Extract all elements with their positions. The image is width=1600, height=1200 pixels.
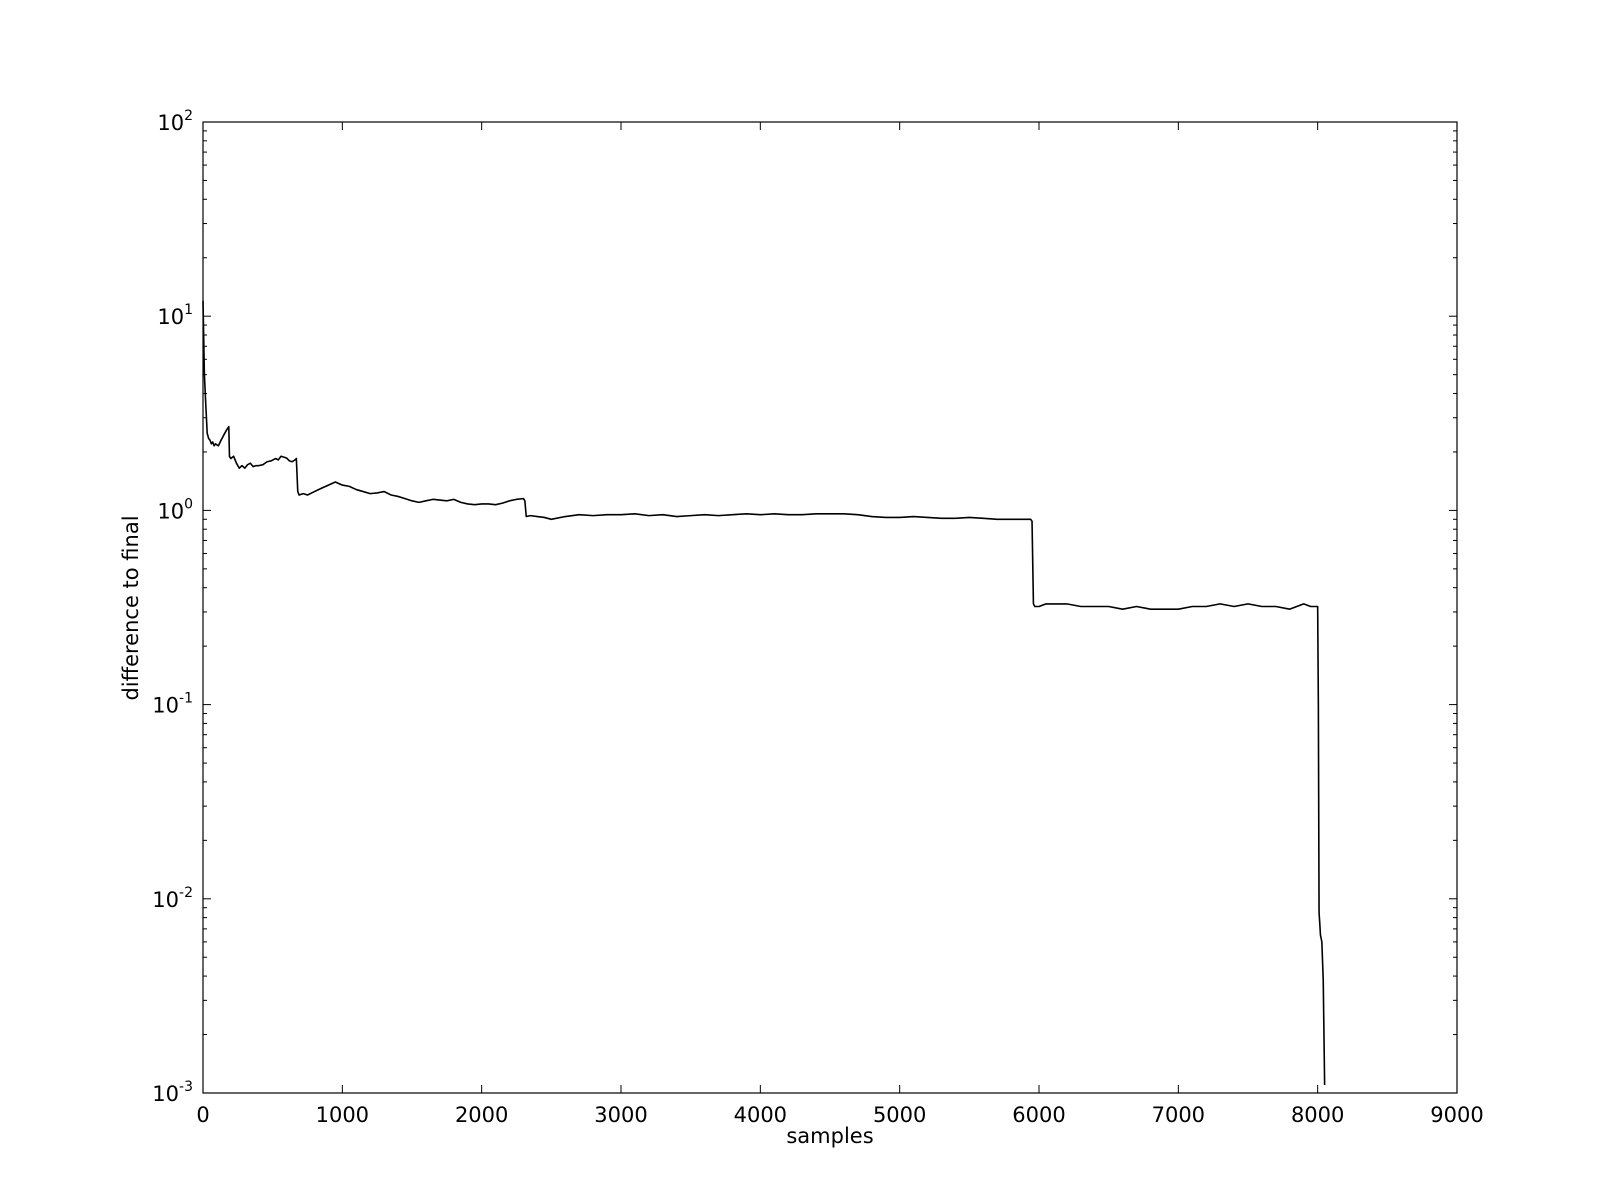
plot-area — [203, 122, 1457, 1093]
y-tick-label: 10-2 — [152, 885, 193, 912]
x-tick-label: 6000 — [1012, 1103, 1065, 1127]
x-tick-label: 2000 — [455, 1103, 508, 1127]
x-axis-label: samples — [786, 1124, 873, 1148]
x-tick-label: 7000 — [1152, 1103, 1205, 1127]
y-axis: 10-3 10-2 10-1 100 101 102 — [152, 108, 1457, 1106]
x-axis: 0 1000 2000 3000 4000 5000 6000 7000 8000 9000 — [196, 122, 1484, 1127]
y-tick-label: 10-3 — [152, 1079, 193, 1106]
series-line — [202, 300, 1326, 1085]
x-tick-label: 0 — [196, 1103, 209, 1127]
x-tick-label: 5000 — [873, 1103, 926, 1127]
x-tick-label: 9000 — [1430, 1103, 1483, 1127]
y-tick-label: 102 — [157, 108, 193, 135]
y-tick-label: 10-1 — [152, 691, 193, 718]
y-tick-label: 101 — [157, 302, 193, 329]
x-tick-label: 3000 — [594, 1103, 647, 1127]
x-tick-label: 1000 — [316, 1103, 369, 1127]
plot-frame — [202, 121, 1458, 1094]
x-tick-label: 4000 — [734, 1103, 787, 1127]
y-tick-label: 100 — [157, 496, 193, 523]
x-tick-label: 8000 — [1291, 1103, 1344, 1127]
y-axis-label: difference to final — [119, 515, 143, 700]
